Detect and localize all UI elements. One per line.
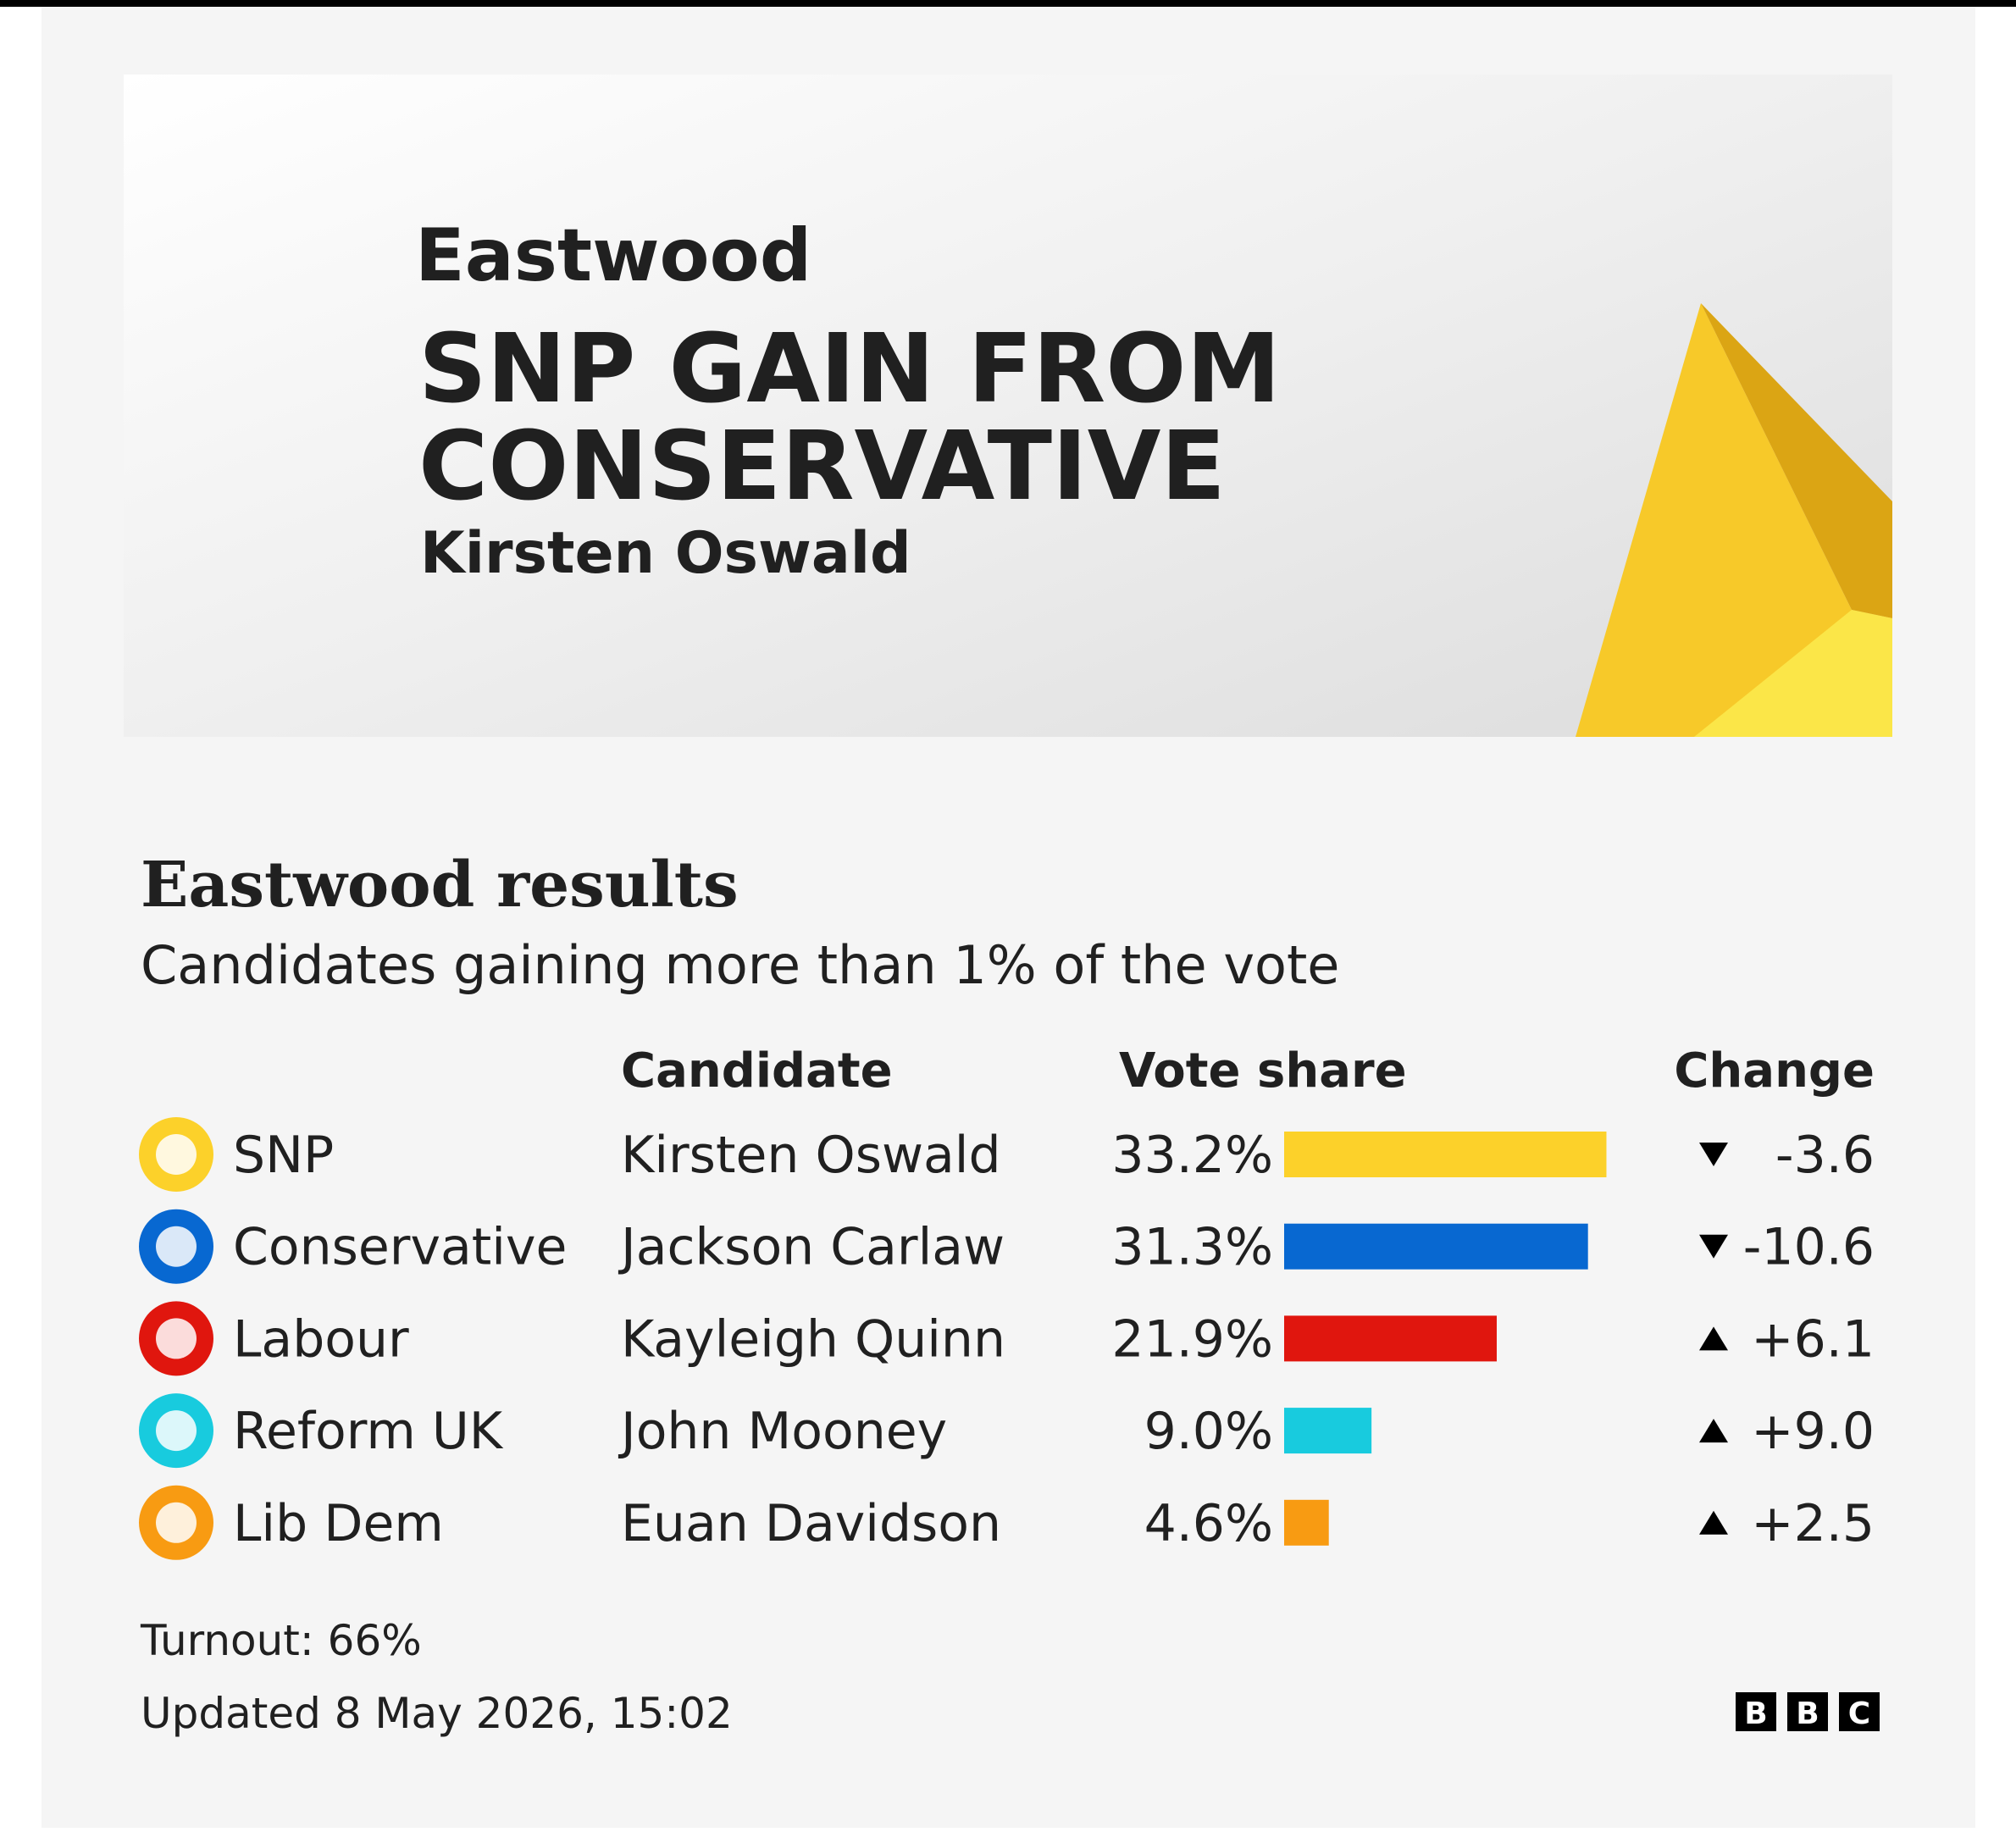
headline: SNP GAIN FROM <box>418 314 1281 424</box>
turnout: Turnout: 66% <box>140 1616 422 1665</box>
change-label: +2.5 <box>1751 1494 1875 1553</box>
headline: CONSERVATIVE <box>418 412 1226 522</box>
party-name: Conservative <box>233 1218 567 1277</box>
logo-letter: B <box>1796 1696 1819 1731</box>
candidate-name: Kayleigh Quinn <box>621 1309 1005 1369</box>
party-icon-inner <box>156 1318 197 1359</box>
winner: Kirsten Oswald <box>420 520 911 587</box>
change-label: +9.0 <box>1751 1402 1875 1461</box>
candidate-name: Jackson Carlaw <box>618 1218 1005 1277</box>
arrow-down <box>1699 1234 1728 1259</box>
column-header: Vote share <box>1119 1043 1407 1099</box>
place: Eastwood <box>415 213 811 298</box>
logo-letter: C <box>1848 1696 1870 1731</box>
candidate-name: John Mooney <box>618 1402 947 1461</box>
value-label: 31.3% <box>1111 1218 1273 1277</box>
banner-shape <box>1576 303 1892 737</box>
party-name: Labour <box>233 1309 409 1369</box>
banner <box>124 75 1892 737</box>
value-label: 21.9% <box>1111 1309 1273 1369</box>
party-icon-inner <box>156 1502 197 1543</box>
updated: Updated 8 May 2026, 15:02 <box>141 1689 733 1738</box>
top-bar <box>0 0 2016 7</box>
party-name: Lib Dem <box>233 1494 444 1553</box>
bar <box>1284 1132 1607 1177</box>
change-label: -10.6 <box>1743 1218 1875 1277</box>
bar <box>1284 1499 1329 1546</box>
party-icon-inner <box>156 1410 197 1452</box>
value-label: 9.0% <box>1144 1402 1273 1461</box>
arrow-down <box>1699 1143 1728 1166</box>
bar <box>1284 1315 1497 1362</box>
column-header: Change <box>1674 1043 1875 1099</box>
change-label: -3.6 <box>1775 1126 1875 1185</box>
logo-letter: B <box>1744 1696 1767 1731</box>
logo-box <box>1839 1692 1880 1731</box>
party-name: Reform UK <box>233 1402 504 1461</box>
arrow-up <box>1699 1510 1728 1535</box>
chart-title: Eastwood results <box>141 849 739 922</box>
party-icon-inner <box>156 1134 197 1175</box>
value-label: 33.2% <box>1111 1126 1273 1185</box>
change-label: +6.1 <box>1751 1309 1875 1369</box>
party-icon-inner <box>156 1226 197 1267</box>
bar <box>1284 1223 1588 1270</box>
arrow-up <box>1699 1419 1728 1443</box>
value-label: 4.6% <box>1144 1494 1273 1553</box>
party-name: SNP <box>233 1126 334 1185</box>
column-header: Candidate <box>621 1043 893 1099</box>
logo-box <box>1787 1692 1828 1731</box>
subtitle: Candidates gaining more than 1% of the v… <box>141 934 1339 996</box>
candidate-name: Euan Davidson <box>621 1494 1001 1553</box>
bar <box>1284 1408 1372 1454</box>
candidate-name: Kirsten Oswald <box>621 1126 1001 1185</box>
arrow-up <box>1699 1326 1728 1351</box>
logo-box <box>1736 1692 1776 1731</box>
